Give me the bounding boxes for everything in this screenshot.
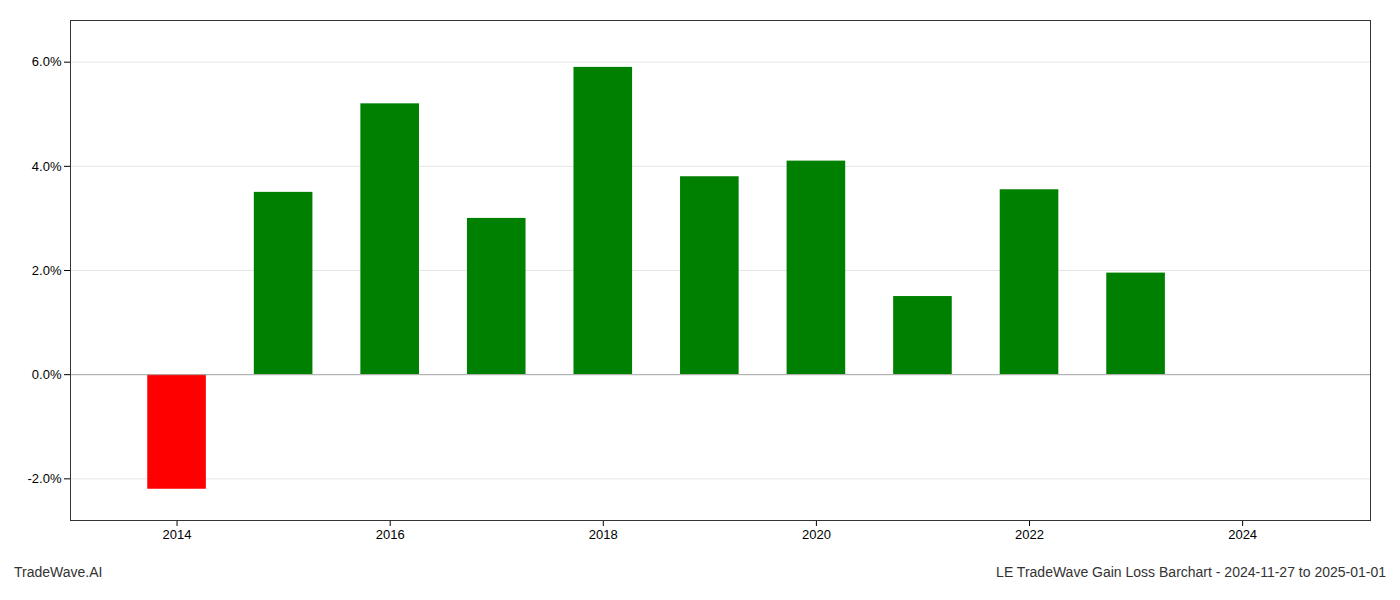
html-text:LE TradeWave Gain Loss Barchar: LE TradeWave Gain Loss Barchart - 2024-1… xyxy=(996,564,1386,580)
svg-text:-2.0%: -2.0% xyxy=(28,471,62,486)
svg-text:2022: 2022 xyxy=(1015,527,1044,542)
svg-text:2018: 2018 xyxy=(589,527,618,542)
svg-text:2.0%: 2.0% xyxy=(32,263,62,278)
svg-text:2016: 2016 xyxy=(376,527,405,542)
svg-text:2020: 2020 xyxy=(802,527,831,542)
svg-text:6.0%: 6.0% xyxy=(32,54,62,69)
svg-text:2014: 2014 xyxy=(163,527,192,542)
svg-text:2024: 2024 xyxy=(1228,527,1257,542)
svg-text:4.0%: 4.0% xyxy=(32,158,62,173)
html-text:TradeWave.AI: TradeWave.AI xyxy=(14,564,103,580)
svg-text:0.0%: 0.0% xyxy=(32,367,62,382)
